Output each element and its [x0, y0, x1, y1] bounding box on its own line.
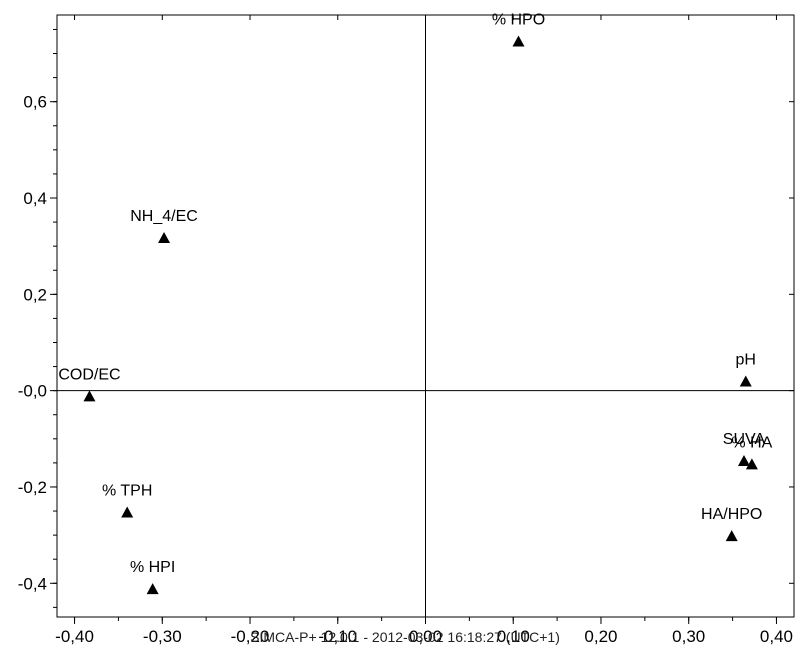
software-footer: SIMCA-P+ 12.0.1 - 2012-03-02 16:18:27 (U…: [250, 629, 560, 645]
data-point-label: SUVA: [723, 431, 766, 448]
data-point-label: NH_4/EC: [130, 208, 198, 225]
data-point-marker: [121, 506, 134, 518]
data-point-label: % HA: [731, 434, 772, 451]
data-point-marker: [725, 530, 738, 542]
x-tick-label: -0,30: [143, 627, 182, 646]
x-tick-label: -0,20: [231, 627, 270, 646]
data-point-marker: [512, 35, 525, 47]
y-tick-label: -0,4: [18, 574, 47, 593]
axis-ticks: -0,40 -0,30 -0,20 -0,10 0,00 0,10 0,20 0,30 0,40…: [18, 15, 794, 646]
x-tick-label: 0,00: [409, 627, 442, 646]
data-point-label: % HPI: [130, 559, 175, 576]
data-point-marker: [737, 454, 750, 466]
data-point-label: pH: [736, 351, 756, 368]
zero-lines: [57, 15, 794, 617]
y-tick-label: 0,6: [23, 93, 47, 112]
data-point-label: % TPH: [102, 482, 152, 499]
data-point-marker: [739, 375, 752, 387]
y-tick-label: -0,0: [18, 382, 47, 401]
data-points: % HPO NH_4/EC COD/EC pH SUVA% HA HA/HPO % TPH%…: [58, 11, 773, 595]
x-tick-label: 0,40: [760, 627, 793, 646]
x-tick-label: 0,10: [497, 627, 530, 646]
x-tick-label: 0,20: [584, 627, 617, 646]
y-tick-label: 0,2: [23, 285, 47, 304]
y-tick-label: 0,4: [23, 189, 47, 208]
data-point-marker: [745, 458, 758, 470]
data-point-marker: [83, 390, 96, 402]
data-point-marker: [146, 583, 159, 595]
data-point-marker: [158, 231, 171, 243]
data-point-label: HA/HPO: [701, 506, 762, 523]
x-tick-label: -0,10: [318, 627, 357, 646]
data-point-label: % HPO: [492, 11, 545, 28]
y-tick-label: -0,2: [18, 478, 47, 497]
x-tick-label: -0,40: [55, 627, 94, 646]
x-tick-label: 0,30: [672, 627, 705, 646]
data-point-label: COD/EC: [58, 366, 120, 383]
